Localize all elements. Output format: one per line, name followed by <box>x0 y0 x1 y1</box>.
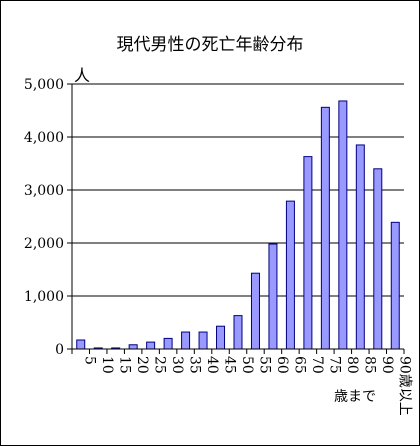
y-axis-unit-label: 人 <box>74 66 91 85</box>
x-tick-label: 75 <box>326 356 342 374</box>
x-tick-label: 25 <box>152 356 168 374</box>
x-tick-label: 55 <box>256 356 272 374</box>
x-tick-label: 10 <box>99 356 115 374</box>
x-tick-label: 85 <box>361 356 377 374</box>
bar-55 <box>250 272 260 350</box>
y-tick-label: 1,000 <box>24 289 64 305</box>
bar-90 <box>373 168 383 350</box>
y-tick-label: 4,000 <box>24 130 64 146</box>
y-tick-label: 5,000 <box>24 77 64 93</box>
bar-5 <box>76 339 86 350</box>
x-tick-label: 70 <box>309 356 325 374</box>
chart-title: 現代男性の死亡年齢分布 <box>116 35 304 55</box>
bar-70 <box>303 156 313 350</box>
x-tick-label: 90 <box>379 356 395 374</box>
bar-45 <box>216 325 226 350</box>
bar-85 <box>355 144 365 350</box>
bar-90歳以上 <box>390 221 400 350</box>
y-tick-label: 2,000 <box>24 236 64 252</box>
bar-60 <box>268 243 278 350</box>
x-tick-label: 90歳以上 <box>396 356 412 416</box>
bar-25 <box>146 341 156 350</box>
bar-50 <box>233 315 243 350</box>
bar-40 <box>198 331 208 350</box>
x-tick-label: 50 <box>239 356 255 374</box>
x-tick-label: 60 <box>274 356 290 374</box>
x-axis-unit-label: 歳まで <box>334 389 376 405</box>
x-tick-label: 20 <box>134 356 150 374</box>
bar-30 <box>163 337 173 350</box>
bar-35 <box>181 331 191 350</box>
x-tick-label: 30 <box>169 356 185 374</box>
x-tick-label: 35 <box>187 356 203 374</box>
bar-65 <box>285 200 295 350</box>
y-tick-label: 0 <box>55 342 64 358</box>
bar-75 <box>320 106 330 350</box>
y-tick-label: 3,000 <box>24 183 64 199</box>
x-tick-label: 80 <box>344 356 360 374</box>
x-tick-label: 40 <box>204 356 220 374</box>
x-tick-label: 65 <box>291 356 307 374</box>
x-tick-label: 5 <box>82 356 98 365</box>
bar-80 <box>338 100 348 350</box>
bar-20 <box>128 344 138 350</box>
x-tick-label: 45 <box>222 356 238 374</box>
x-tick-label: 15 <box>117 356 133 374</box>
